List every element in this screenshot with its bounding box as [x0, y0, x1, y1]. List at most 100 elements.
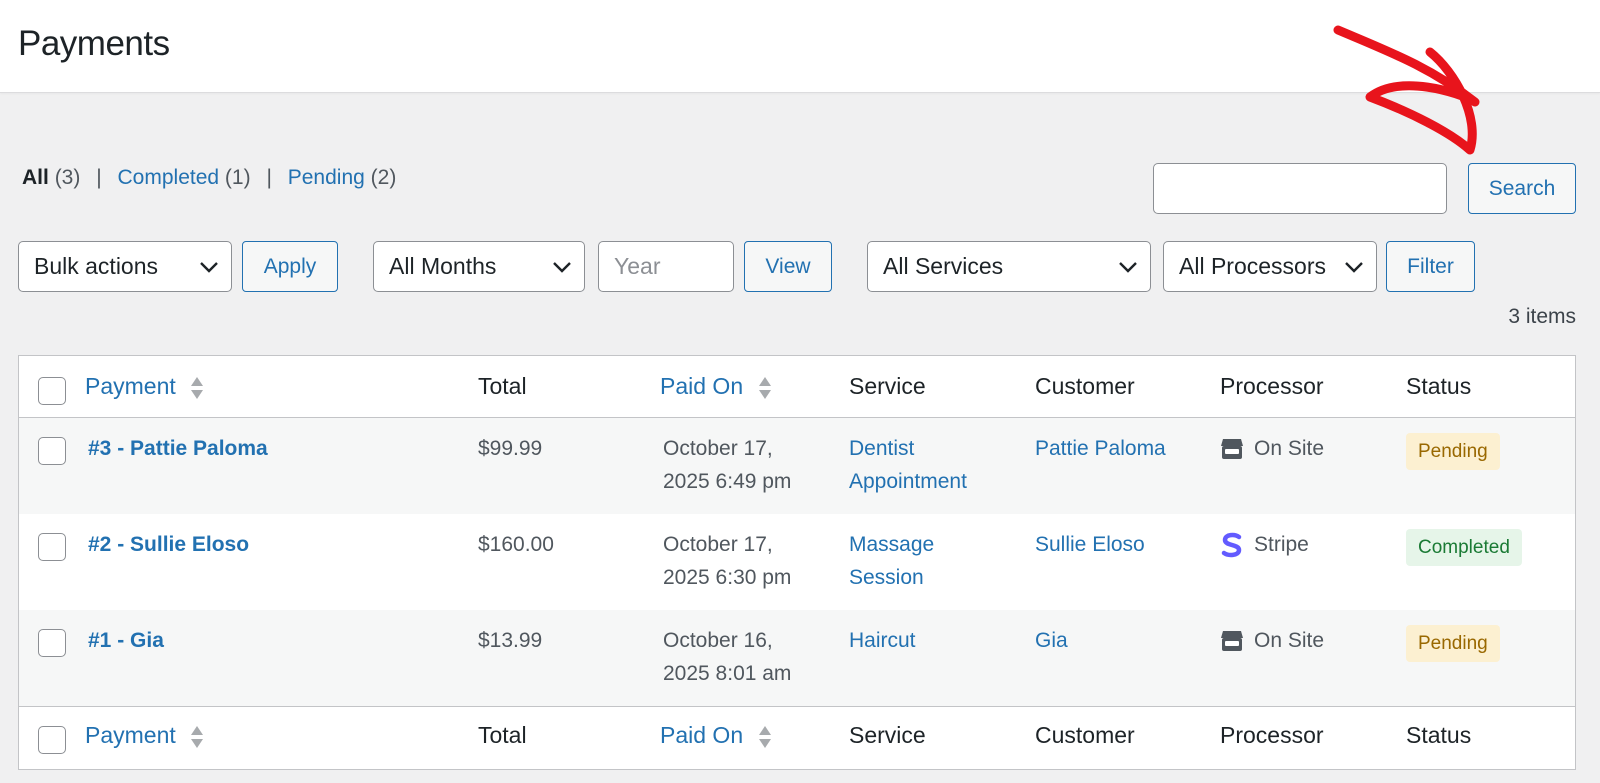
processors-value: All Processors [1179, 253, 1326, 279]
sort-icon [191, 725, 204, 748]
store-icon [1221, 630, 1243, 651]
services-value: All Services [883, 253, 1004, 279]
service-line: Dentist [849, 437, 915, 460]
column-payment-footer[interactable]: Payment [85, 719, 204, 752]
customer-link[interactable]: Sullie Eloso [1035, 533, 1145, 556]
column-paid-on-label: Paid On [660, 722, 744, 748]
store-icon [1221, 438, 1243, 459]
services-select[interactable]: All Services [867, 241, 1151, 292]
processor-label: On Site [1254, 629, 1325, 652]
status-filter-nav: All (3) | Completed (1) | Pending (2) [22, 166, 396, 190]
column-service-footer: Service [849, 722, 926, 748]
processor-value: Stripe [1220, 528, 1309, 561]
column-processor-footer: Processor [1220, 722, 1324, 748]
sort-icon [191, 376, 204, 399]
filter-all-count: (3) [54, 166, 81, 189]
column-status-header: Status [1406, 373, 1472, 399]
sort-icon [758, 725, 771, 748]
total-value: $160.00 [478, 533, 554, 556]
service-line: Appointment [849, 470, 967, 493]
paid-on-time: 2025 6:30 pm [663, 566, 792, 589]
paid-on-value: October 17, 2025 6:30 pm [663, 528, 791, 594]
column-customer-footer: Customer [1035, 722, 1135, 748]
separator: | [266, 166, 272, 189]
paid-on-value: October 17, 2025 6:49 pm [663, 432, 791, 498]
paid-on-date: October 16, [663, 629, 773, 652]
year-input[interactable]: Year [598, 241, 734, 292]
customer-link[interactable]: Gia [1035, 629, 1068, 652]
status-badge: Completed [1406, 529, 1522, 566]
chevron-down-icon [1345, 261, 1363, 273]
paid-on-date: October 17, [663, 437, 773, 460]
filter-pending-count: (2) [370, 166, 397, 189]
processors-select[interactable]: All Processors [1163, 241, 1377, 292]
service-link[interactable]: Haircut [849, 624, 916, 657]
stripe-icon [1221, 532, 1242, 557]
column-paid-on-footer[interactable]: Paid On [660, 719, 772, 752]
payment-link[interactable]: #1 - Gia [88, 629, 164, 652]
filter-pending[interactable]: Pending [287, 166, 365, 189]
service-line: Massage [849, 533, 935, 556]
column-payment-label: Payment [85, 722, 176, 748]
table-row: #3 - Pattie Paloma $99.99 October 17, 20… [19, 418, 1575, 514]
table-footer-row: Payment Total Paid On Service Customer P… [19, 706, 1575, 768]
row-checkbox[interactable] [38, 437, 66, 465]
column-customer-header: Customer [1035, 373, 1135, 399]
search-button[interactable]: Search [1468, 163, 1576, 214]
filter-completed[interactable]: Completed [117, 166, 220, 189]
status-badge: Pending [1406, 625, 1500, 662]
service-link[interactable]: Dentist Appointment [849, 432, 967, 498]
column-service-header: Service [849, 373, 926, 399]
total-value: $99.99 [478, 437, 543, 460]
filter-completed-count: (1) [224, 166, 251, 189]
service-link[interactable]: Massage Session [849, 528, 934, 594]
separator: | [96, 166, 102, 189]
column-processor-header: Processor [1220, 373, 1324, 399]
customer-link[interactable]: Pattie Paloma [1035, 437, 1166, 460]
total-value: $13.99 [478, 629, 543, 652]
view-button[interactable]: View [744, 241, 832, 292]
select-all-checkbox[interactable] [38, 377, 66, 405]
select-all-checkbox[interactable] [38, 726, 66, 754]
service-line: Haircut [849, 629, 916, 652]
payments-table: Payment Total Paid On Service Customer P… [18, 355, 1576, 770]
column-payment-header[interactable]: Payment [85, 370, 204, 403]
table-row: #1 - Gia $13.99 October 16, 2025 8:01 am… [19, 610, 1575, 706]
paid-on-time: 2025 6:49 pm [663, 470, 792, 493]
row-checkbox[interactable] [38, 533, 66, 561]
page-title: Payments [18, 24, 170, 63]
red-arrow-annotation [1333, 25, 1480, 155]
column-status-footer: Status [1406, 722, 1472, 748]
chevron-down-icon [553, 261, 571, 273]
service-line: Session [849, 566, 924, 589]
column-total-footer: Total [478, 722, 527, 748]
months-select[interactable]: All Months [373, 241, 585, 292]
table-row: #2 - Sullie Eloso $160.00 October 17, 20… [19, 514, 1575, 610]
filter-button[interactable]: Filter [1386, 241, 1475, 292]
processor-value: On Site [1220, 432, 1324, 465]
row-checkbox[interactable] [38, 629, 66, 657]
processor-label: Stripe [1254, 533, 1309, 556]
chevron-down-icon [1119, 261, 1137, 273]
apply-button[interactable]: Apply [242, 241, 338, 292]
page-header: Payments [0, 0, 1600, 93]
chevron-down-icon [200, 261, 218, 273]
paid-on-value: October 16, 2025 8:01 am [663, 624, 791, 690]
table-header-row: Payment Total Paid On Service Customer P… [19, 356, 1575, 418]
items-count: 3 items [1508, 305, 1576, 328]
bulk-actions-select[interactable]: Bulk actions [18, 241, 232, 292]
payment-link[interactable]: #3 - Pattie Paloma [88, 437, 268, 460]
sort-icon [758, 376, 771, 399]
paid-on-time: 2025 8:01 am [663, 662, 792, 685]
search-input[interactable] [1153, 163, 1447, 214]
filter-all[interactable]: All [22, 166, 49, 189]
paid-on-date: October 17, [663, 533, 773, 556]
column-paid-on-label: Paid On [660, 373, 744, 399]
column-payment-label: Payment [85, 373, 176, 399]
processor-value: On Site [1220, 624, 1324, 657]
processor-label: On Site [1254, 437, 1325, 460]
payment-link[interactable]: #2 - Sullie Eloso [88, 533, 250, 556]
column-total-header: Total [478, 373, 527, 399]
status-badge: Pending [1406, 433, 1500, 470]
column-paid-on-header[interactable]: Paid On [660, 370, 772, 403]
